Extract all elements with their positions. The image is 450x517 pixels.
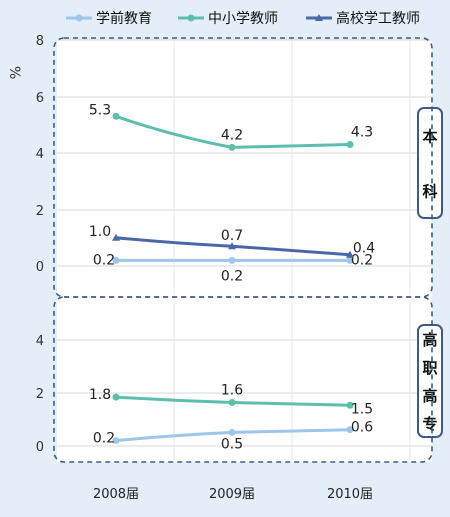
data-label: 0.2 [93,431,115,447]
data-label: 1.0 [89,224,111,240]
data-label: 0.2 [221,268,243,284]
data-label: 4.2 [221,127,243,143]
legend-swatch-marker [75,14,83,22]
legend-label: 中小学教师 [208,11,278,27]
y-axis-label: % [6,66,22,79]
panel-frame-bottom [53,296,433,463]
data-point [112,437,120,445]
panel-label: 本科 [422,128,437,201]
data-label: 0.2 [93,252,115,268]
data-point [346,426,354,434]
data-label: 0.5 [221,436,243,452]
series-line [115,114,351,149]
panel-label: 高职高专 [422,331,437,433]
data-label: 0.7 [221,228,243,244]
legend-label: 高校学工教师 [336,10,420,27]
y-tick-label: 2 [36,387,44,402]
data-point [112,393,120,401]
data-point [228,242,236,250]
series-line [115,395,351,407]
y-tick-label: 0 [36,440,44,455]
data-point [112,256,120,264]
y-tick-label: 8 [36,34,44,49]
legend-swatch-marker [187,14,195,22]
data-point [346,256,354,264]
data-point [346,250,354,258]
data-point [228,256,236,264]
data-label: 0.4 [353,241,375,257]
legend-label: 学前教育 [96,10,152,27]
y-tick-label: 6 [36,91,44,106]
data-point [228,428,236,436]
series-line [115,236,351,257]
panel-label-box [417,324,443,438]
data-label: 1.6 [221,383,243,399]
data-label: 0.6 [351,420,373,436]
x-tick-label: 2008届 [93,487,139,502]
data-point [228,399,236,407]
data-label: 4.3 [351,125,373,141]
x-tick-label: 2010届 [327,487,373,502]
y-tick-label: 0 [36,260,44,275]
data-point [346,141,354,149]
x-tick-label: 2009届 [209,487,255,502]
data-point [112,233,120,241]
data-label: 0.2 [351,252,373,268]
data-point [112,112,120,120]
data-label: 1.5 [351,401,373,417]
data-point [346,401,354,409]
data-label: 1.8 [89,387,111,403]
series-line [115,428,351,443]
y-tick-label: 4 [36,147,44,162]
data-point [228,143,236,151]
y-tick-label: 4 [36,334,44,349]
plot-area [57,40,432,462]
data-label: 5.3 [89,102,111,118]
legend-swatch-marker [315,14,323,21]
y-tick-label: 2 [36,204,44,219]
panel-label-box [417,107,443,219]
